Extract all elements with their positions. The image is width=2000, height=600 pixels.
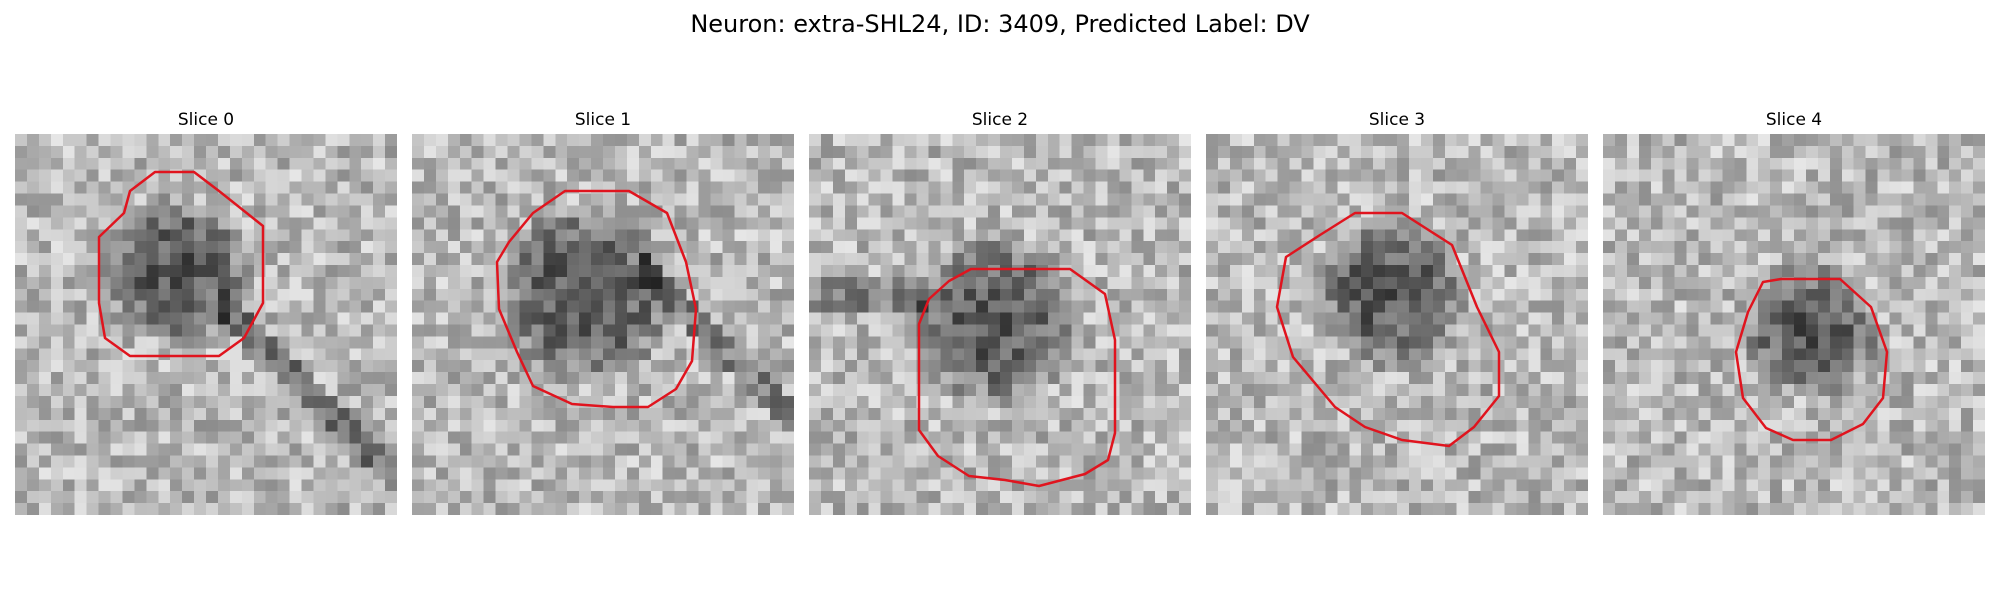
slice-image	[1206, 134, 1588, 515]
slice-panel-0: Slice 0	[15, 110, 397, 515]
roi-outline	[917, 267, 1117, 488]
roi-outline	[1275, 211, 1501, 448]
slice-title: Slice 1	[574, 110, 632, 130]
roi-outline	[495, 189, 698, 409]
slice-title: Slice 2	[971, 110, 1029, 130]
slice-panel-2: Slice 2	[809, 110, 1191, 515]
figure-title: Neuron: extra-SHL24, ID: 3409, Predicted…	[690, 10, 1310, 38]
slice-image	[412, 134, 794, 515]
slice-image	[1603, 134, 1985, 515]
slice-panel-3: Slice 3	[1206, 110, 1588, 515]
roi-outline	[97, 170, 265, 358]
slice-panel-1: Slice 1	[412, 110, 794, 515]
slice-image	[809, 134, 1191, 515]
slice-title: Slice 4	[1765, 110, 1823, 130]
roi-outline	[1734, 277, 1889, 442]
slice-title: Slice 3	[1368, 110, 1426, 130]
slice-panel-4: Slice 4	[1603, 110, 1985, 515]
slice-title: Slice 0	[177, 110, 235, 130]
slice-image	[15, 134, 397, 515]
